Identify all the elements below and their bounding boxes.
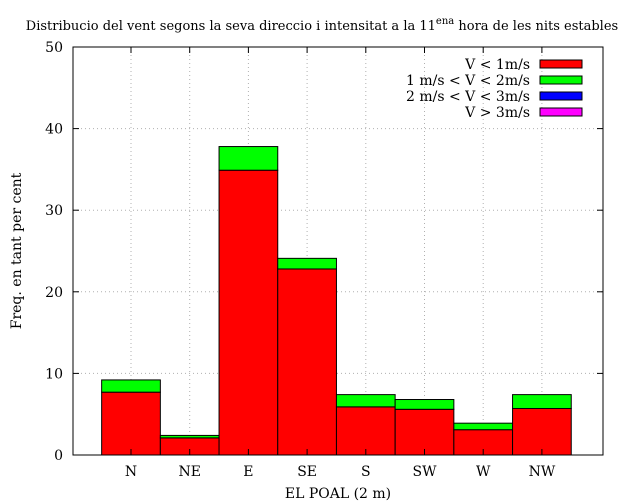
- ticks-layer: 0 10 20 30 40 50 N NE E SE S SW W NW: [45, 40, 603, 480]
- bars-layer: [101, 146, 572, 456]
- legend-swatch: [539, 107, 583, 117]
- y-tick-label: 30: [45, 203, 63, 219]
- legend-swatch: [539, 59, 583, 69]
- bar-segment-n-series-1: [101, 379, 161, 393]
- bar-segment-s-series-1: [335, 394, 396, 408]
- y-tick-label: 0: [54, 448, 63, 464]
- x-axis-label: EL POAL (2 m): [285, 486, 391, 502]
- bar-segment-e-series-1: [218, 146, 279, 171]
- x-tick-label: NW: [529, 464, 556, 480]
- y-tick-label: 10: [45, 366, 63, 382]
- x-tick-label: NE: [178, 464, 200, 480]
- bar-segment-se-series-1: [277, 257, 337, 270]
- y-axis-label: Freq. en tant per cent: [9, 172, 25, 329]
- bar-segment-se-series-0: [277, 268, 337, 456]
- x-tick-label: W: [476, 464, 491, 480]
- chart-title-superscript: ena: [436, 16, 454, 27]
- x-tick-label: E: [243, 464, 253, 480]
- y-tick-label: 50: [45, 40, 63, 56]
- legend-label: V < 1m/s: [464, 57, 530, 73]
- bar-segment-e-series-0: [218, 169, 279, 456]
- bar-segment-nw-series-0: [512, 407, 572, 456]
- legend: V < 1m/s1 m/s < V < 2m/s2 m/s < V < 3m/s…: [406, 57, 583, 121]
- y-tick-label: 40: [45, 122, 63, 138]
- legend-swatch: [539, 91, 583, 101]
- bar-segment-n-series-0: [101, 391, 161, 456]
- x-tick-label: SW: [413, 464, 438, 480]
- legend-label: 1 m/s < V < 2m/s: [406, 73, 530, 89]
- bar-segment-w-series-1: [453, 422, 514, 431]
- x-tick-label: SE: [297, 464, 317, 480]
- legend-swatch: [539, 75, 583, 85]
- chart-title-end: hora de les nits estables: [454, 19, 618, 34]
- legend-label: 2 m/s < V < 3m/s: [406, 89, 530, 105]
- x-tick-label: S: [361, 464, 371, 480]
- plot-frame: [72, 46, 604, 456]
- chart-title: Distribucio del vent segons la seva dire…: [26, 16, 618, 34]
- bar-segment-ne-series-1: [159, 434, 220, 439]
- chart-title-main: Distribucio del vent segons la seva dire…: [26, 19, 436, 34]
- bar-segment-sw-series-0: [394, 408, 455, 456]
- x-tick-label: N: [125, 464, 137, 480]
- bar-segment-sw-series-1: [394, 399, 455, 410]
- y-tick-label: 20: [45, 285, 63, 301]
- bar-segment-nw-series-1: [512, 394, 572, 409]
- bar-segment-s-series-0: [335, 406, 396, 456]
- legend-label: V > 3m/s: [464, 105, 530, 121]
